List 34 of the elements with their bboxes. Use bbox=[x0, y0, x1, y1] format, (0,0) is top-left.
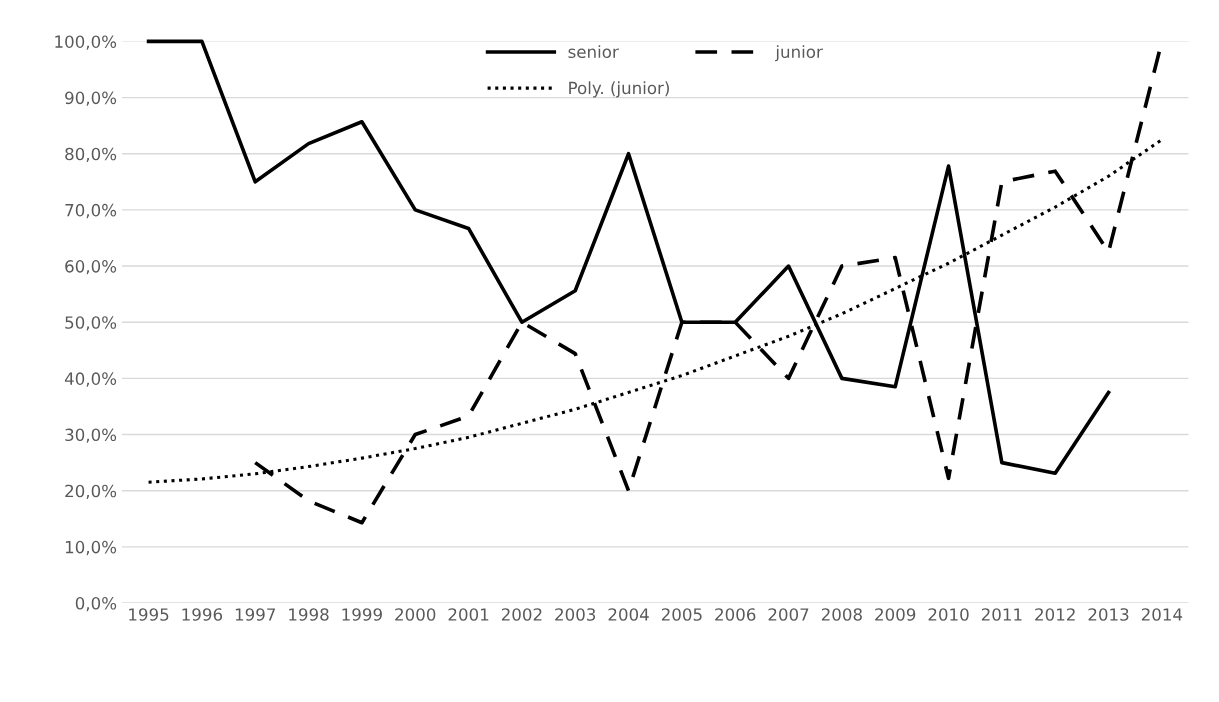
x-tick-label: 1997 bbox=[235, 608, 276, 621]
x-tick-label: 2005 bbox=[661, 608, 702, 621]
x-tick-label: 2001 bbox=[448, 608, 489, 621]
x-tick-label: 1996 bbox=[182, 608, 223, 621]
y-tick-label: 20,0% bbox=[65, 484, 117, 499]
y-tick-label: 40,0% bbox=[64, 372, 117, 387]
x-tick-label: 1995 bbox=[129, 608, 169, 621]
x-tick-label: 2008 bbox=[821, 608, 862, 621]
y-tick-label: 50,0% bbox=[65, 316, 117, 331]
x-tick-label: 2000 bbox=[395, 608, 436, 621]
y-tick-label: 90,0% bbox=[65, 91, 117, 106]
x-tick-label: 2010 bbox=[928, 608, 969, 621]
x-tick-label: 2004 bbox=[608, 608, 649, 621]
y-tick-label: 70,0% bbox=[65, 203, 117, 219]
y-tick-label: 100,0% bbox=[55, 35, 117, 50]
x-tick-label: 1998 bbox=[289, 608, 329, 621]
legend-label: Poly. (junior) bbox=[569, 81, 669, 98]
x-tick-label: 2013 bbox=[1088, 608, 1129, 621]
x-tick-label: 2002 bbox=[501, 608, 542, 621]
x-tick-label: 2009 bbox=[875, 608, 916, 621]
y-tick-label: 0,0% bbox=[75, 596, 117, 612]
x-tick-label: 2006 bbox=[715, 608, 756, 621]
x-tick-label: 2014 bbox=[1141, 608, 1183, 621]
x-tick-label: 1999 bbox=[342, 608, 382, 621]
x-tick-label: 2003 bbox=[555, 608, 596, 621]
legend-label: junior bbox=[775, 45, 823, 62]
y-tick-label: 80,0% bbox=[65, 147, 117, 163]
x-tick-label: 2011 bbox=[981, 608, 1022, 621]
y-tick-label: 30,0% bbox=[65, 428, 117, 443]
y-tick-label: 10,0% bbox=[65, 540, 117, 556]
legend-label: senior bbox=[568, 45, 619, 59]
x-tick-label: 2012 bbox=[1035, 608, 1075, 621]
x-tick-label: 2007 bbox=[768, 608, 809, 621]
y-tick-label: 60,0% bbox=[65, 260, 117, 275]
